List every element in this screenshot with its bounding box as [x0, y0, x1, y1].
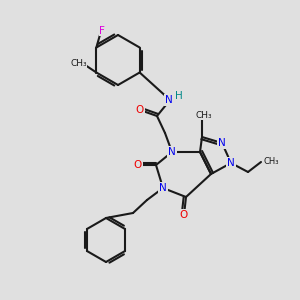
Text: O: O [180, 210, 188, 220]
Text: N: N [168, 147, 176, 157]
Text: CH₃: CH₃ [70, 59, 87, 68]
Text: N: N [165, 95, 173, 105]
Text: O: O [136, 105, 144, 115]
Text: O: O [134, 160, 142, 170]
Text: F: F [99, 26, 105, 35]
Text: N: N [218, 138, 226, 148]
Text: CH₃: CH₃ [263, 157, 279, 166]
Text: CH₃: CH₃ [196, 110, 212, 119]
Text: H: H [175, 91, 183, 101]
Text: N: N [159, 183, 167, 193]
Text: N: N [227, 158, 235, 168]
